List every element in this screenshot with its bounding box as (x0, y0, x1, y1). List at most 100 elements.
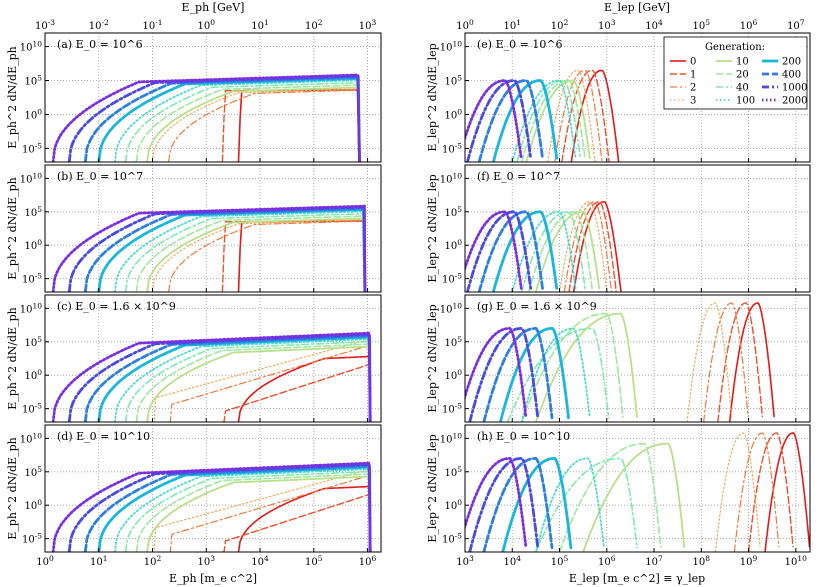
series-gen-3 (151, 338, 371, 422)
toptick-label: 105 (693, 18, 711, 32)
xtick-label: 102 (144, 554, 162, 568)
ytick-label: 10-5 (22, 141, 42, 155)
curves-f (465, 200, 622, 292)
series-gen-10 (535, 210, 601, 292)
legend-title: Generation: (705, 42, 765, 53)
panel-b: 10-5 100 105 1010 (b) E_0 = 10^7 E_ph^2 dN/dE… (6, 164, 382, 293)
bottom-axis-label-photon: E_ph [m_e c^2] (169, 572, 257, 585)
panel-frame (44, 294, 382, 423)
toptick-label: 102 (305, 18, 323, 32)
series-gen-200 (492, 79, 559, 162)
ytick-label: 1010 (440, 301, 463, 315)
xtick-label: 108 (693, 554, 711, 568)
series-gen-2000 (51, 204, 367, 292)
panel-label-e: (e) E_0 = 10^6 (477, 38, 563, 51)
ytick-label: 100 (24, 368, 42, 382)
series-gen-0 (237, 220, 366, 292)
curves-c (51, 331, 372, 422)
series-gen-1 (568, 201, 617, 292)
panel-frame (464, 32, 811, 163)
toptick-label: 100 (456, 18, 474, 32)
xtick-label: 109 (740, 554, 758, 568)
series-gen-2000 (465, 327, 528, 420)
ytick-label: 10-5 (22, 272, 42, 286)
series-gen-0 (237, 485, 371, 552)
legend-label-3: 3 (690, 96, 696, 107)
panel-h: 10-5 100 105 1010 103 104 105 106 107 108 109 1010 (… (426, 424, 811, 568)
legend-label-40: 40 (736, 83, 749, 94)
xtick-label: 100 (36, 554, 54, 568)
series-gen-20 (520, 79, 586, 162)
series-gen-40 (124, 470, 371, 552)
toptick-label: 104 (645, 18, 663, 32)
panel-label-b: (b) E_0 = 10^7 (57, 170, 143, 183)
ytick-label: 105 (444, 205, 462, 219)
series-gen-10 (146, 345, 372, 422)
ylabel-f: E_lep^2 dN/dE_lep (426, 174, 439, 282)
series-gen-1 (221, 89, 361, 162)
curves-e (465, 69, 620, 162)
toptick-label: 102 (551, 18, 569, 32)
toptick-label: 107 (787, 18, 805, 32)
curves-h (465, 432, 810, 552)
xtick-label: 101 (90, 554, 108, 568)
ytick-label: 10-5 (22, 532, 42, 546)
series-gen-3 (547, 69, 596, 162)
xtick-label: 107 (645, 554, 663, 568)
series-gen-10 (146, 217, 366, 292)
series-gen-2 (733, 432, 780, 552)
ytick-label: 1010 (440, 431, 463, 445)
ytick-label: 10-5 (442, 402, 462, 416)
ytick-label: 1010 (20, 431, 43, 445)
series-gen-2000 (465, 457, 528, 550)
ytick-label: 105 (444, 74, 462, 88)
ytick-label: 105 (444, 465, 462, 479)
panel-label-f: (f) E_0 = 10^7 (477, 170, 560, 183)
panel-frame (44, 32, 382, 163)
series-gen-100 (114, 210, 366, 292)
legend-label-10: 10 (736, 57, 749, 68)
series-gen-3 (714, 432, 761, 552)
legend-label-1000: 1000 (782, 83, 807, 94)
series-gen-3 (686, 302, 733, 422)
series-gen-20 (135, 84, 361, 162)
toptick-label: 103 (359, 18, 377, 32)
curves-b (51, 204, 367, 292)
curves-g (465, 302, 775, 422)
series-gen-2000 (51, 461, 372, 552)
series-gen-0 (572, 200, 622, 292)
series-gen-2 (168, 474, 371, 552)
series-gen-200 (499, 327, 570, 422)
series-gen-40 (124, 212, 366, 292)
panel-f: 10-5 100 105 1010 (f) E_0 = 10^7 E_lep^2 dN/d… (426, 164, 811, 293)
curves-a (51, 73, 361, 162)
series-gen-20 (135, 343, 371, 422)
ylabel-a: E_ph^2 dN/dE_ph (6, 46, 19, 148)
series-gen-40 (124, 340, 371, 422)
ytick-label: 105 (444, 335, 462, 349)
ytick-label: 100 (444, 107, 462, 121)
panel-label-d: (d) E_0 = 10^10 (57, 430, 150, 443)
legend: Generation: 0 1 2 3 10 20 40 100 200 400 1000 2000 (663, 36, 807, 110)
legend-label-1: 1 (690, 70, 696, 81)
ytick-label: 105 (24, 335, 42, 349)
ytick-label: 100 (444, 368, 462, 382)
toptick-label: 101 (504, 18, 522, 32)
ytick-label: 1010 (20, 301, 43, 315)
toptick-label: 100 (198, 18, 216, 32)
series-gen-10 (146, 475, 372, 552)
series-gen-3 (151, 219, 366, 292)
series-gen-400 (477, 210, 544, 292)
curves-d (51, 461, 372, 552)
ytick-label: 10-5 (442, 141, 462, 155)
series-gen-40 (520, 211, 586, 292)
panel-d: 10-5 100 105 1010 100 101 102 103 104 105 106 (d) E… (6, 424, 382, 568)
series-gen-1 (747, 432, 794, 552)
series-gen-2000 (51, 73, 361, 162)
xtick-label: 103 (456, 554, 474, 568)
ytick-label: 100 (24, 107, 42, 121)
series-gen-0 (237, 89, 361, 162)
series-gen-0 (728, 302, 775, 422)
